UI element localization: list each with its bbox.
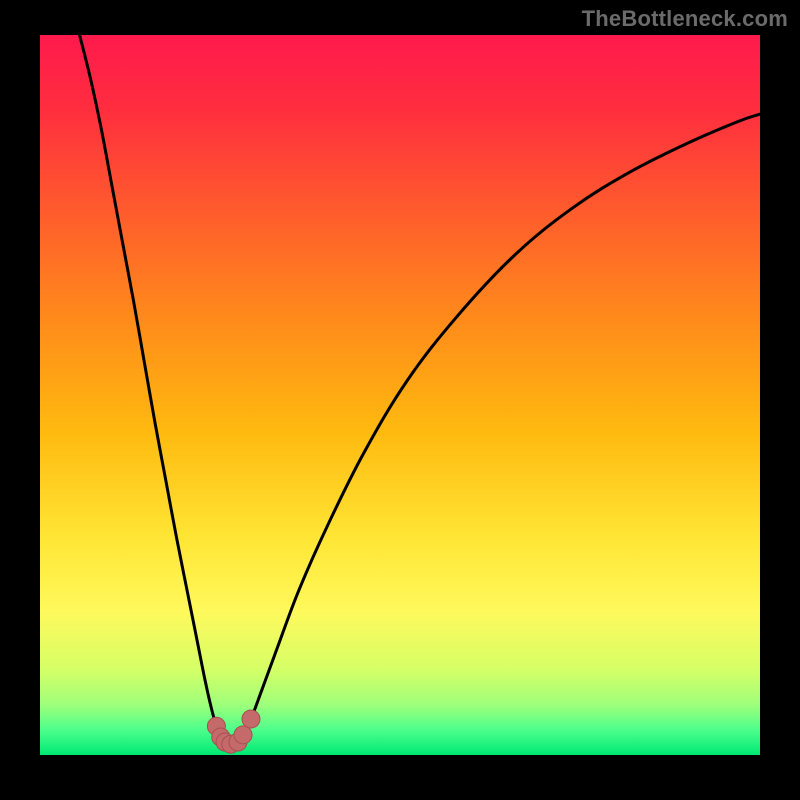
marker-point-5 bbox=[234, 726, 252, 744]
marker-point-6 bbox=[242, 710, 260, 728]
curve-right-branch bbox=[238, 114, 760, 742]
chart-container: TheBottleneck.com bbox=[0, 0, 800, 800]
curve-layer bbox=[40, 35, 760, 755]
curve-left-branch bbox=[80, 35, 225, 742]
watermark-text: TheBottleneck.com bbox=[582, 6, 788, 32]
plot-area bbox=[40, 35, 760, 755]
